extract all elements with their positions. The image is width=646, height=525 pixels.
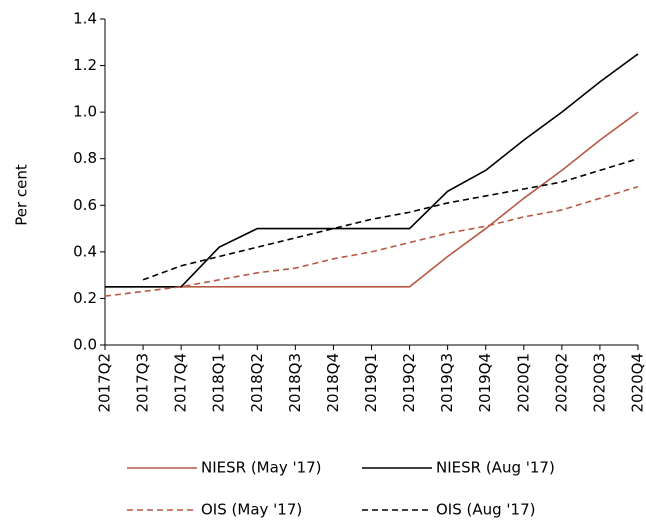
series-line bbox=[105, 53, 639, 288]
y-tick-label: 1.2 bbox=[73, 56, 97, 74]
x-tick-label: 2019Q4 bbox=[476, 353, 494, 413]
series-line bbox=[105, 111, 639, 288]
y-tick-label: 1.4 bbox=[73, 10, 97, 28]
y-tick-label: 0.0 bbox=[73, 336, 97, 354]
series-line bbox=[104, 185, 639, 297]
x-tick-label: 2019Q1 bbox=[362, 353, 380, 413]
x-tick-label: 2017Q2 bbox=[96, 353, 114, 413]
x-tick-label: 2020Q1 bbox=[514, 353, 532, 413]
x-tick-label: 2019Q3 bbox=[438, 353, 456, 413]
x-tick-label: 2018Q4 bbox=[324, 353, 342, 413]
x-tick-label: 2018Q1 bbox=[210, 353, 228, 413]
y-tick-label: 0.2 bbox=[73, 289, 97, 307]
y-tick-label: 0.8 bbox=[73, 149, 97, 167]
x-tick-label: 2018Q3 bbox=[286, 353, 304, 413]
x-tick-label: 2017Q3 bbox=[134, 353, 152, 413]
legend-label: NIESR (Aug '17) bbox=[436, 459, 555, 477]
legend-label: OIS (May '17) bbox=[201, 501, 302, 519]
x-tick-label: 2020Q4 bbox=[629, 353, 646, 413]
x-tick-label: 2018Q2 bbox=[248, 353, 266, 413]
x-tick-label: 2020Q2 bbox=[552, 353, 570, 413]
x-tick-label: 2019Q2 bbox=[400, 353, 418, 413]
y-tick-label: 0.6 bbox=[73, 196, 97, 214]
series-line bbox=[142, 157, 639, 281]
y-tick-label: 0.4 bbox=[73, 242, 97, 260]
legend-label: OIS (Aug '17) bbox=[436, 501, 536, 519]
y-tick-label: 1.0 bbox=[73, 103, 97, 121]
y-axis-label: Per cent bbox=[13, 164, 31, 226]
x-tick-label: 2017Q4 bbox=[172, 353, 190, 413]
legend-label: NIESR (May '17) bbox=[201, 459, 322, 477]
x-tick-label: 2020Q3 bbox=[590, 353, 608, 413]
